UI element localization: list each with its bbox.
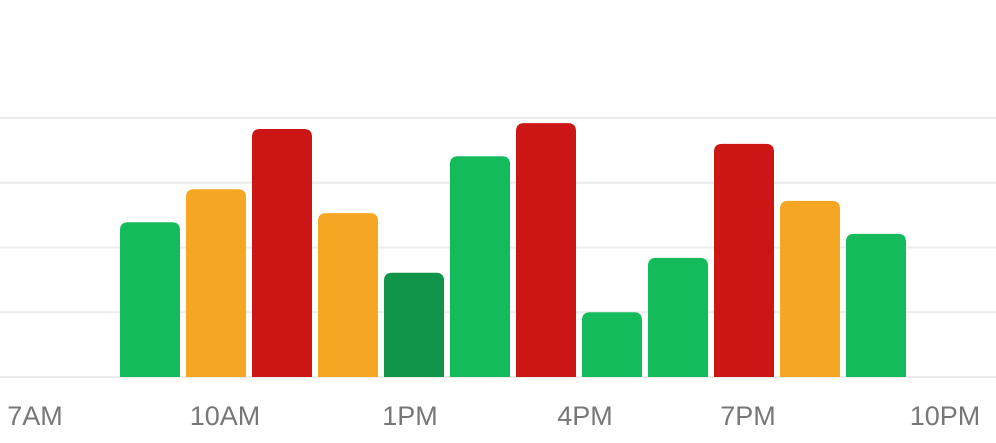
x-tick-label: 7AM (7, 401, 63, 431)
bar (318, 213, 378, 377)
bar (450, 156, 510, 377)
bar (582, 312, 642, 377)
bar (516, 123, 576, 378)
bar (120, 222, 180, 377)
bar (648, 257, 708, 377)
x-tick-label: 7PM (720, 401, 776, 431)
bar (846, 233, 906, 377)
bar (252, 129, 312, 377)
x-tick-label: 4PM (557, 401, 613, 431)
bar (780, 200, 840, 377)
x-tick-label: 1PM (382, 401, 438, 431)
bar (714, 143, 774, 377)
bar (384, 272, 444, 377)
x-tick-label: 10AM (190, 401, 261, 431)
bar (186, 189, 246, 377)
x-tick-label: 10PM (910, 401, 981, 431)
